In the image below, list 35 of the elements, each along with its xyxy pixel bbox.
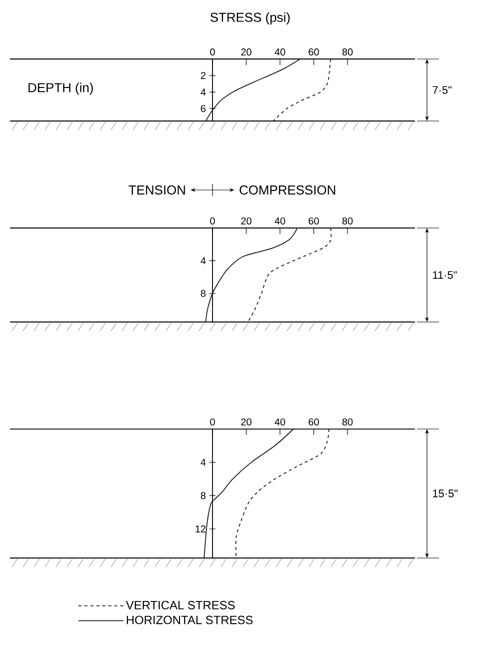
y-tick-label: 8 (200, 290, 206, 297)
text: COMPRESSION (240, 185, 336, 195)
x-tick-label: 80 (342, 217, 353, 224)
y-tick-label: 4 (200, 257, 206, 264)
text: 7·5" (432, 86, 452, 94)
y-axis-title: DEPTH (in) (28, 82, 93, 95)
line-series (272, 58, 332, 122)
x-tick-label: 60 (308, 217, 319, 224)
y-tick-label: 2 (200, 72, 206, 80)
y-tick-label: 6 (200, 105, 206, 112)
x-tick-label: 0 (210, 418, 215, 426)
x-tick-label: 40 (274, 418, 286, 426)
x-tick-label: 0 (210, 48, 215, 56)
line-series (247, 228, 332, 322)
x-tick-label: 20 (241, 48, 252, 56)
x-tick-label: 0 (210, 217, 215, 224)
text: 11·5" (433, 271, 457, 279)
y-tick-label: 12 (196, 525, 206, 532)
x-tick-label: 80 (342, 48, 353, 56)
y-tick-label: 4 (200, 88, 206, 96)
x-tick-label: 80 (342, 418, 353, 426)
x-axis-title: STRESS (psi) (210, 12, 290, 24)
legend-label: HORIZONTAL STRESS (126, 616, 253, 624)
x-tick-label: 40 (274, 48, 286, 56)
x-tick-label: 20 (241, 418, 252, 426)
x-tick-label: 60 (308, 418, 319, 426)
text: 15·5" (433, 490, 458, 498)
x-tick-label: 20 (241, 217, 252, 224)
y-tick-label: 4 (200, 458, 206, 466)
line-series (235, 428, 330, 558)
x-tick-label: 60 (308, 48, 319, 56)
legend-label: VERTICAL STRESS (126, 600, 235, 610)
y-tick-label: 8 (200, 492, 206, 500)
x-tick-label: 40 (274, 217, 286, 224)
text: TENSION (128, 185, 185, 195)
